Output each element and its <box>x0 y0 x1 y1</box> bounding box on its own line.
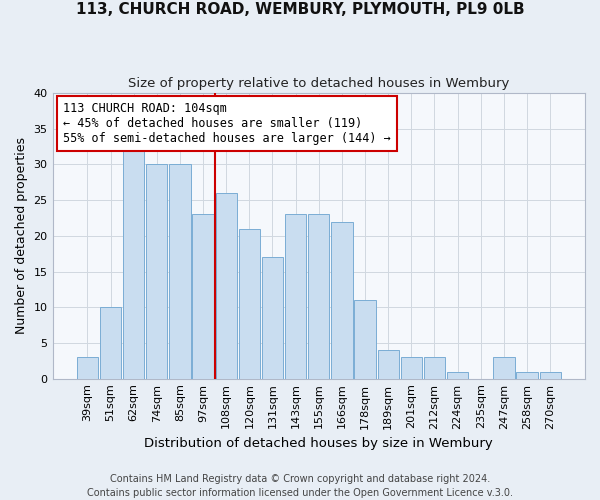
Bar <box>100 308 121 378</box>
Bar <box>215 193 237 378</box>
Bar <box>169 164 191 378</box>
Y-axis label: Number of detached properties: Number of detached properties <box>15 138 28 334</box>
Bar <box>331 222 353 378</box>
Text: 113 CHURCH ROAD: 104sqm
← 45% of detached houses are smaller (119)
55% of semi-d: 113 CHURCH ROAD: 104sqm ← 45% of detache… <box>63 102 391 144</box>
Bar <box>308 214 329 378</box>
Bar <box>355 300 376 378</box>
Bar <box>401 358 422 378</box>
Bar <box>285 214 306 378</box>
Bar <box>447 372 468 378</box>
Bar <box>193 214 214 378</box>
Bar <box>517 372 538 378</box>
X-axis label: Distribution of detached houses by size in Wembury: Distribution of detached houses by size … <box>145 437 493 450</box>
Title: Size of property relative to detached houses in Wembury: Size of property relative to detached ho… <box>128 78 509 90</box>
Bar <box>239 228 260 378</box>
Bar <box>262 258 283 378</box>
Text: 113, CHURCH ROAD, WEMBURY, PLYMOUTH, PL9 0LB: 113, CHURCH ROAD, WEMBURY, PLYMOUTH, PL9… <box>76 2 524 18</box>
Bar <box>77 358 98 378</box>
Bar <box>539 372 561 378</box>
Bar <box>146 164 167 378</box>
Bar <box>493 358 515 378</box>
Bar <box>377 350 399 378</box>
Bar <box>123 143 145 378</box>
Bar <box>424 358 445 378</box>
Text: Contains HM Land Registry data © Crown copyright and database right 2024.
Contai: Contains HM Land Registry data © Crown c… <box>87 474 513 498</box>
